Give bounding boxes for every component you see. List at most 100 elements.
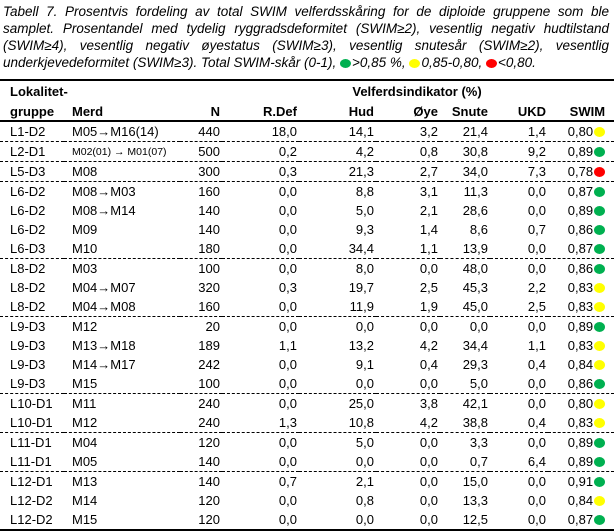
table-row: L12-D1 M13 140 0,7 2,1 0,0 15,0 0,0 0,91 bbox=[0, 472, 614, 492]
swim-score: 0,91 bbox=[567, 474, 594, 489]
swim-score: 0,89 bbox=[567, 319, 594, 334]
cell-merd: M08 bbox=[64, 161, 180, 182]
cell-group: L11-D1 bbox=[0, 452, 64, 472]
cell-n: 320 bbox=[198, 280, 220, 295]
cell-swim: 0,84 bbox=[548, 355, 614, 374]
cell-merd: M13 bbox=[72, 474, 98, 489]
cell-rdef: 0,0 bbox=[278, 493, 297, 508]
cell-group: L8-D2 bbox=[10, 261, 46, 276]
swim-score: 0,86 bbox=[567, 376, 594, 391]
cell-hud: 25,0 bbox=[348, 396, 374, 411]
cell-merd: M11 bbox=[72, 396, 97, 411]
swim-score: 0,84 bbox=[567, 357, 594, 372]
header-n: N bbox=[180, 100, 222, 122]
cell-n: 100 bbox=[180, 374, 222, 394]
yellow-dot-icon bbox=[409, 59, 421, 68]
table-row: L9-D3 M12 20 0,0 0,0 0,0 0,0 0,0 0,89 bbox=[0, 317, 614, 337]
cell-snute: 13,9 bbox=[440, 239, 490, 259]
cell-swim: 0,83 bbox=[548, 278, 614, 297]
swim-score: 0,87 bbox=[567, 512, 594, 527]
cell-swim: 0,91 bbox=[548, 472, 614, 492]
cell-rdef: 0,0 bbox=[278, 222, 297, 237]
table-row: L8-D2 M04→M08 160 0,0 11,9 1,9 45,0 2,5 0,83 bbox=[0, 297, 614, 317]
table-row: L11-D1 M04 120 0,0 5,0 0,0 3,3 0,0 0,89 bbox=[0, 433, 614, 453]
cell-ukd: 1,4 bbox=[490, 121, 548, 142]
table-row: L8-D2 M03 100 0,0 8,0 0,0 48,0 0,0 0,86 bbox=[0, 259, 614, 279]
cell-oye: 0,0 bbox=[419, 493, 438, 508]
header-spacer-n bbox=[180, 80, 222, 100]
cell-group: L12-D2 bbox=[10, 512, 53, 527]
swim-score: 0,83 bbox=[567, 338, 594, 353]
table-row: L2-D1 M02(01) → M01(07) 500 0,2 4,2 0,8 30,8 9,… bbox=[0, 141, 614, 162]
cell-oye: 1,1 bbox=[376, 239, 440, 259]
green-dot-icon bbox=[594, 206, 606, 216]
table-row: L12-D2 M14 120 0,0 0,8 0,0 13,3 0,0 0,84 bbox=[0, 491, 614, 510]
table-caption: Tabell 7. Prosentvis fordeling av total … bbox=[0, 0, 614, 71]
cell-swim: 0,83 bbox=[548, 336, 614, 355]
cell-swim: 0,84 bbox=[548, 491, 614, 510]
cell-hud: 8,8 bbox=[355, 184, 374, 199]
cell-rdef: 1,1 bbox=[278, 338, 297, 353]
cell-rdef: 18,0 bbox=[222, 121, 299, 142]
cell-ukd: 0,0 bbox=[527, 319, 546, 334]
table-row: L5-D3 M08 300 0,3 21,3 2,7 34,0 7,3 0,78 bbox=[0, 161, 614, 182]
cell-hud: 9,3 bbox=[355, 222, 374, 237]
cell-snute: 21,4 bbox=[440, 121, 490, 142]
swim-score: 0,83 bbox=[567, 415, 594, 430]
cell-snute: 34,0 bbox=[440, 161, 490, 182]
cell-oye: 2,5 bbox=[419, 280, 438, 295]
cell-swim: 0,89 bbox=[548, 452, 614, 472]
header-ukd: UKD bbox=[490, 100, 548, 122]
yellow-dot-icon bbox=[594, 496, 606, 506]
cell-merd: M03 bbox=[72, 261, 98, 276]
cell-ukd: 0,0 bbox=[527, 203, 546, 218]
cell-snute: 45,3 bbox=[462, 280, 488, 295]
cell-rdef: 0,0 bbox=[222, 297, 299, 317]
red-dot-icon bbox=[486, 59, 498, 68]
cell-snute: 0,7 bbox=[440, 452, 490, 472]
cell-group: L2-D1 bbox=[0, 141, 64, 162]
cell-oye: 3,8 bbox=[419, 396, 438, 411]
cell-n: 120 bbox=[198, 512, 220, 527]
cell-ukd: 0,0 bbox=[527, 493, 546, 508]
table-row: L6-D2 M08→M14 140 0,0 5,0 2,1 28,6 0,0 0,89 bbox=[0, 201, 614, 220]
cell-n: 140 bbox=[180, 452, 222, 472]
cell-ukd: 0,0 bbox=[527, 435, 546, 450]
cell-ukd: 0,0 bbox=[490, 239, 548, 259]
table-row: L9-D3 M14→M17 242 0,0 9,1 0,4 29,3 0,4 0,84 bbox=[0, 355, 614, 374]
table-row: L8-D2 M04→M07 320 0,3 19,7 2,5 45,3 2,2 0,83 bbox=[0, 278, 614, 297]
cell-oye: 0,0 bbox=[419, 261, 438, 276]
cell-snute: 30,8 bbox=[440, 141, 490, 162]
swim-table: Lokalitet- Velferdsindikator (%) gruppe … bbox=[0, 79, 614, 531]
header-gruppe: gruppe bbox=[0, 100, 64, 122]
caption-legend: >0,85 %, 0,85-0,80, <0,80. bbox=[336, 55, 536, 70]
cell-ukd: 9,2 bbox=[490, 141, 548, 162]
cell-oye: 0,0 bbox=[419, 435, 438, 450]
cell-rdef: 0,2 bbox=[222, 141, 299, 162]
header-spacer-merd bbox=[64, 80, 180, 100]
cell-merd: M08→M03 bbox=[72, 184, 136, 199]
cell-merd: M08→M14 bbox=[72, 203, 136, 218]
cell-snute: 0,0 bbox=[469, 319, 488, 334]
cell-ukd: 0,0 bbox=[490, 374, 548, 394]
cell-ukd: 7,3 bbox=[490, 161, 548, 182]
red-dot-icon bbox=[594, 167, 606, 177]
table-header-row-1: Lokalitet- Velferdsindikator (%) bbox=[0, 80, 614, 100]
cell-snute: 11,3 bbox=[463, 184, 488, 199]
cell-snute: 5,0 bbox=[440, 374, 490, 394]
cell-ukd: 0,0 bbox=[527, 512, 546, 527]
cell-ukd: 0,0 bbox=[527, 184, 546, 199]
cell-n: 120 bbox=[198, 435, 220, 450]
cell-hud: 4,2 bbox=[299, 141, 376, 162]
cell-group: L10-D1 bbox=[10, 396, 53, 411]
caption-text: Tabell 7. Prosentvis fordeling av total … bbox=[3, 4, 609, 70]
cell-hud: 5,0 bbox=[355, 203, 374, 218]
swim-score: 0,83 bbox=[567, 280, 594, 295]
cell-n: 189 bbox=[198, 338, 220, 353]
cell-swim: 0,87 bbox=[548, 182, 614, 202]
cell-swim: 0,87 bbox=[548, 510, 614, 530]
cell-group: L9-D3 bbox=[10, 357, 46, 372]
table-body: L1-D2 M05→M16(14) 440 18,0 14,1 3,2 21,4 1,4 0,8… bbox=[0, 121, 614, 530]
cell-snute: 3,3 bbox=[469, 435, 488, 450]
cell-n: 120 bbox=[198, 493, 220, 508]
